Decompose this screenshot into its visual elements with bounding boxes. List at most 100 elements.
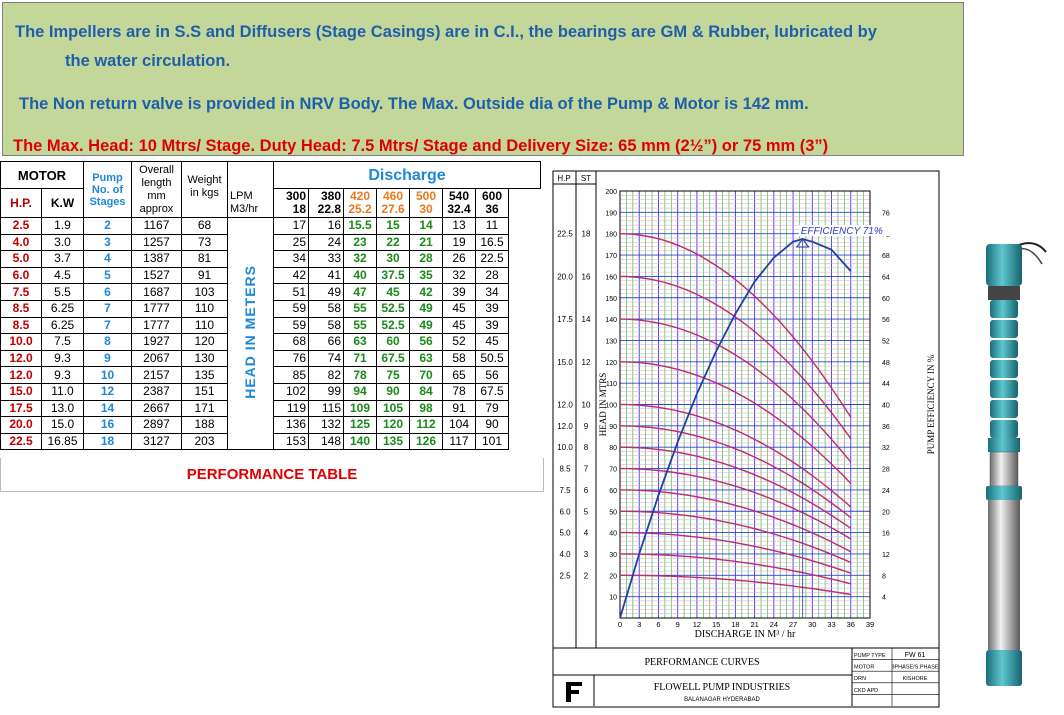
weight-cell: 91 [181, 266, 228, 285]
head-cell: 39 [475, 316, 509, 335]
x-tick-label: 27 [789, 620, 797, 629]
head-cell: 82 [308, 366, 344, 384]
hp-label: 6.0 [559, 507, 571, 516]
hp-label: 12.0 [557, 422, 573, 431]
y2-tick-label: 32 [882, 445, 890, 452]
head-cell: 42 [273, 266, 309, 285]
head-cell: 55 [343, 299, 377, 318]
length-cell: 2387 [131, 382, 182, 401]
x-tick-label: 3 [637, 620, 641, 629]
kw-cell: 7.5 [41, 333, 84, 351]
weight-header: Weight in kgs [181, 161, 228, 218]
head-cell: 51 [273, 283, 309, 301]
chart-title: PERFORMANCE CURVES [644, 657, 759, 668]
head-cell: 32 [343, 250, 377, 268]
head-cell: 104 [442, 416, 476, 434]
hp-header: H.P. [0, 188, 42, 218]
table-row: 22.5 16.85 18 3127 203 153 148 140 135 126 117 101 [0, 432, 541, 451]
head-curve [619, 233, 852, 418]
y2-tick-label: 60 [882, 296, 890, 303]
pump-image [986, 242, 1047, 686]
hp-label: 15.0 [557, 358, 573, 367]
flow-col-2: 380 22.8 [308, 188, 344, 218]
head-cell: 15 [376, 217, 410, 235]
head-cell: 45 [475, 333, 509, 351]
y2-tick-label: 16 [882, 531, 890, 538]
y-tick-label: 10 [609, 595, 617, 602]
head-cell: 105 [376, 399, 410, 418]
head-cell: 55 [343, 316, 377, 335]
table-row: 8.5 6.25 7 1777 110 59 58 55 52.5 49 45 39 [0, 316, 541, 335]
head-cell: 22.5 [475, 250, 509, 268]
length-header: Overall length mm approx [131, 161, 182, 218]
length-cell: 2157 [131, 366, 182, 384]
x-tick-label: 0 [618, 620, 622, 629]
y2-tick-label: 20 [882, 509, 890, 516]
head-cell: 56 [409, 333, 443, 351]
head-cell: 19 [442, 233, 476, 252]
length-cell: 1777 [131, 299, 182, 318]
head-cell: 120 [376, 416, 410, 434]
length-cell: 2667 [131, 399, 182, 418]
head-curve [619, 275, 852, 440]
table-row: 12.0 9.3 10 2157 135 85 82 78 75 70 65 56 [0, 366, 541, 384]
stage-label: 3 [584, 550, 589, 559]
y-tick-label: 50 [609, 509, 617, 516]
efficiency-curve [619, 238, 852, 619]
flow-col-3: 420 25.2 [343, 188, 377, 218]
head-cell: 45 [442, 299, 476, 318]
head-cell: 50.5 [475, 349, 509, 368]
head-cell: 125 [343, 416, 377, 434]
flow-col-7: 600 36 [475, 188, 509, 218]
head-cell: 13 [442, 217, 476, 235]
y-tick-label: 150 [605, 296, 617, 303]
x-tick-label: 6 [656, 620, 660, 629]
discharge-header: Discharge [273, 161, 541, 189]
kw-cell: 5.5 [41, 283, 84, 301]
weight-cell: 151 [181, 382, 228, 401]
head-cell: 67.5 [475, 382, 509, 401]
head-cell: 91 [442, 399, 476, 418]
head-cell: 58 [308, 299, 344, 318]
head-cell: 32 [442, 266, 476, 285]
head-cell: 71 [343, 349, 377, 368]
kw-cell: 6.25 [41, 316, 84, 335]
spec-line-impellers-cont: the water circulation. [65, 52, 231, 70]
head-cell: 15.5 [343, 217, 377, 235]
stages-cell: 9 [83, 349, 132, 368]
kw-cell: 1.9 [41, 217, 84, 235]
y-tick-label: 80 [609, 445, 617, 452]
hp-cell: 17.5 [0, 399, 42, 418]
y-tick-label: 110 [606, 381, 617, 388]
lpm-label: LPM [230, 189, 253, 202]
hp-cell: 8.5 [0, 316, 42, 335]
head-cell: 16.5 [475, 233, 509, 252]
weight-cell: 188 [181, 416, 228, 434]
head-cell: 26 [442, 250, 476, 268]
length-cell: 1777 [131, 316, 182, 335]
head-cell: 30 [376, 250, 410, 268]
head-cell: 74 [308, 349, 344, 368]
head-cell: 102 [273, 382, 309, 401]
length-cell: 3127 [131, 432, 182, 451]
y2-tick-label: 56 [882, 317, 890, 324]
stages-cell: 14 [83, 399, 132, 418]
head-cell: 85 [273, 366, 309, 384]
hp-label: 22.5 [557, 230, 573, 239]
company-name: FLOWELL PUMP INDUSTRIES [654, 682, 790, 693]
kw-cell: 3.0 [41, 233, 84, 252]
hp-label: 12.0 [557, 401, 573, 410]
kw-cell: 3.7 [41, 250, 84, 268]
head-cell: 21 [409, 233, 443, 252]
peak-label: EFFICIENCY 71% [801, 226, 883, 237]
hp-label: 20.0 [557, 272, 573, 281]
table-row: 20.0 15.0 16 2897 188 136 132 125 120 112 104 90 [0, 416, 541, 434]
head-cell: 126 [409, 432, 443, 451]
hp-cell: 10.0 [0, 333, 42, 351]
stage-label: 2 [584, 571, 589, 580]
head-cell: 17 [273, 217, 309, 235]
head-cell: 78 [343, 366, 377, 384]
kw-cell: 9.3 [41, 366, 84, 384]
flow-col-4: 460 27.6 [376, 188, 410, 218]
x-axis-label: DISCHARGE IN M³ / hr [695, 629, 796, 640]
